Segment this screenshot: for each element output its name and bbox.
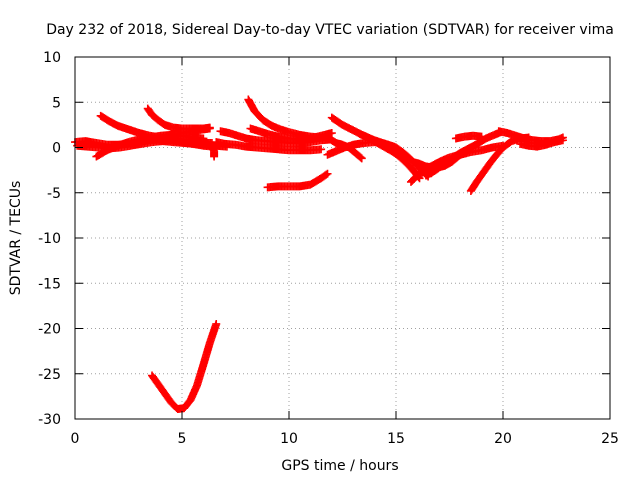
y-tick-label: -25 (38, 367, 61, 383)
y-tick-label: -15 (38, 276, 61, 292)
y-tick-label: -5 (47, 186, 61, 202)
x-tick-label: 15 (387, 431, 405, 447)
ticks (74, 56, 611, 420)
plot-area (71, 95, 567, 414)
series-arc-m (263, 169, 332, 192)
series-arc-h (207, 141, 219, 161)
y-tick-label: -30 (38, 412, 61, 428)
y-tick-label: 10 (43, 50, 61, 66)
data-point (357, 154, 366, 163)
data-point (205, 124, 214, 133)
x-axis-label: GPS time / hours (281, 458, 398, 474)
tick-labels: 0 5 10 15 20 25 10 5 0 -5 -10 -15 -20 -25 -30 (38, 50, 619, 447)
x-tick-label: 5 (178, 431, 187, 447)
y-tick-label: -20 (38, 322, 61, 338)
y-axis-label: SDTVAR / TECUs (8, 181, 24, 296)
series-arc-g (148, 319, 221, 414)
data-point (477, 132, 486, 141)
series-arc-d (96, 111, 216, 147)
series-arc-y (516, 136, 567, 151)
data-point (558, 136, 567, 145)
y-tick-label: 0 (52, 141, 61, 157)
data-point (327, 129, 336, 138)
data-point (210, 152, 219, 161)
x-tick-label: 25 (601, 431, 619, 447)
data-point (212, 319, 221, 328)
data-point (323, 169, 332, 178)
series-arc-w (451, 131, 486, 143)
series-arc-j (212, 138, 326, 155)
y-tick-label: -10 (38, 231, 61, 247)
grid (75, 57, 610, 419)
y-tick-label: 5 (52, 95, 61, 111)
data-point (356, 153, 365, 162)
chart-title: Day 232 of 2018, Sidereal Day-to-day VTE… (46, 22, 614, 38)
series-layer (71, 95, 567, 414)
x-tick-label: 10 (280, 431, 298, 447)
data-point (317, 145, 326, 154)
data-point (322, 170, 331, 179)
x-tick-label: 0 (71, 431, 80, 447)
series-arc-u (421, 128, 505, 180)
series-arc-q (355, 129, 400, 158)
series-arc-f (167, 124, 214, 138)
x-tick-label: 20 (494, 431, 512, 447)
